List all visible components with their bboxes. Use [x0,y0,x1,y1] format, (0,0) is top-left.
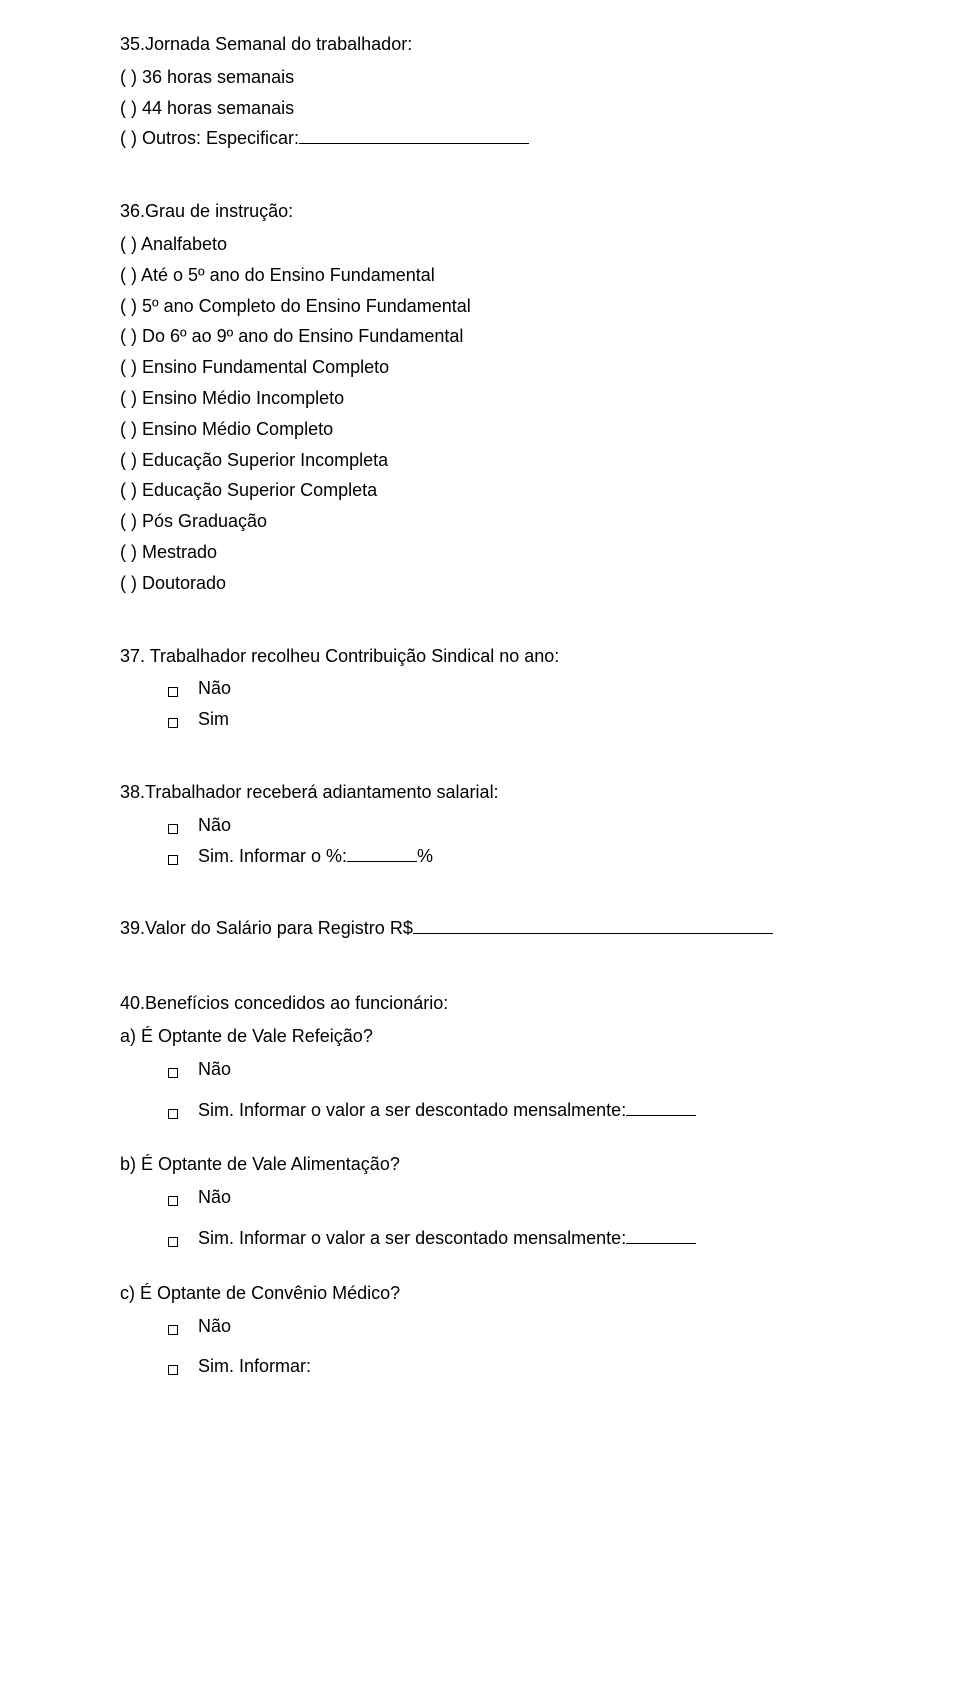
q35-title: 35.Jornada Semanal do trabalhador: [120,30,870,59]
q40a-blank[interactable] [626,1115,696,1116]
q36-opt-8[interactable]: ( ) Educação Superior Completa [120,476,870,505]
q37-opt-nao-label: Não [198,674,231,703]
q36-opt-4[interactable]: ( ) Ensino Fundamental Completo [120,353,870,382]
q35-opt-2[interactable]: ( ) Outros: Especificar: [120,124,870,153]
q37-opt-sim[interactable]: Sim [168,705,870,734]
q38-percent-blank[interactable] [347,861,417,862]
q36-opt-0[interactable]: ( ) Analfabeto [120,230,870,259]
q35-opt-2-label: ( ) Outros: Especificar: [120,128,299,148]
q35-opt-1[interactable]: ( ) 44 horas semanais [120,94,870,123]
q37-opt-sim-label: Sim [198,705,229,734]
q35-opt-0[interactable]: ( ) 36 horas semanais [120,63,870,92]
q38-opt-sim-label-pre: Sim. Informar o %: [198,842,347,871]
q40c-opt-sim[interactable]: Sim. Informar: [168,1352,870,1381]
checkbox-icon [168,855,178,865]
q40c-opt-nao[interactable]: Não [168,1312,870,1341]
q40c-opt-nao-label: Não [198,1312,231,1341]
q40a-opt-sim[interactable]: Sim. Informar o valor a ser descontado m… [168,1096,870,1125]
q40a-opt-nao[interactable]: Não [168,1055,870,1084]
q36-opt-2[interactable]: ( ) 5º ano Completo do Ensino Fundamenta… [120,292,870,321]
q38-opt-sim-label-post: % [417,842,433,871]
q40c-title: c) É Optante de Convênio Médico? [120,1279,870,1308]
q35-opt-2-blank[interactable] [299,143,529,144]
q40b-opt-sim-label: Sim. Informar o valor a ser descontado m… [198,1224,626,1253]
q36-opt-9[interactable]: ( ) Pós Graduação [120,507,870,536]
q40b-opt-nao-label: Não [198,1183,231,1212]
checkbox-icon [168,1365,178,1375]
checkbox-icon [168,1237,178,1247]
q38-title: 38.Trabalhador receberá adiantamento sal… [120,778,870,807]
q37-title: 37. Trabalhador recolheu Contribuição Si… [120,642,870,671]
q40b-opt-sim[interactable]: Sim. Informar o valor a ser descontado m… [168,1224,870,1253]
q40c-opt-sim-label: Sim. Informar: [198,1352,311,1381]
checkbox-icon [168,1109,178,1119]
q40b-blank[interactable] [626,1243,696,1244]
checkbox-icon [168,687,178,697]
q40-title: 40.Benefícios concedidos ao funcionário: [120,989,870,1018]
q36-opt-10[interactable]: ( ) Mestrado [120,538,870,567]
q40a-opt-sim-label: Sim. Informar o valor a ser descontado m… [198,1096,626,1125]
q36-opt-5[interactable]: ( ) Ensino Médio Incompleto [120,384,870,413]
q40b-title: b) É Optante de Vale Alimentação? [120,1150,870,1179]
q37-opt-nao[interactable]: Não [168,674,870,703]
q39-label: 39.Valor do Salário para Registro R$ [120,918,413,938]
q36-opt-7[interactable]: ( ) Educação Superior Incompleta [120,446,870,475]
checkbox-icon [168,718,178,728]
q39-title: 39.Valor do Salário para Registro R$ [120,914,870,943]
q39-blank[interactable] [413,933,773,934]
q40a-title: a) É Optante de Vale Refeição? [120,1022,870,1051]
checkbox-icon [168,1196,178,1206]
q40a-opt-nao-label: Não [198,1055,231,1084]
checkbox-icon [168,1068,178,1078]
q36-opt-6[interactable]: ( ) Ensino Médio Completo [120,415,870,444]
q36-opt-1[interactable]: ( ) Até o 5º ano do Ensino Fundamental [120,261,870,290]
q38-opt-sim[interactable]: Sim. Informar o %: % [168,842,870,871]
checkbox-icon [168,1325,178,1335]
checkbox-icon [168,824,178,834]
q36-title: 36.Grau de instrução: [120,197,870,226]
q38-opt-nao-label: Não [198,811,231,840]
q36-opt-11[interactable]: ( ) Doutorado [120,569,870,598]
q36-opt-3[interactable]: ( ) Do 6º ao 9º ano do Ensino Fundamenta… [120,322,870,351]
q40b-opt-nao[interactable]: Não [168,1183,870,1212]
q38-opt-nao[interactable]: Não [168,811,870,840]
